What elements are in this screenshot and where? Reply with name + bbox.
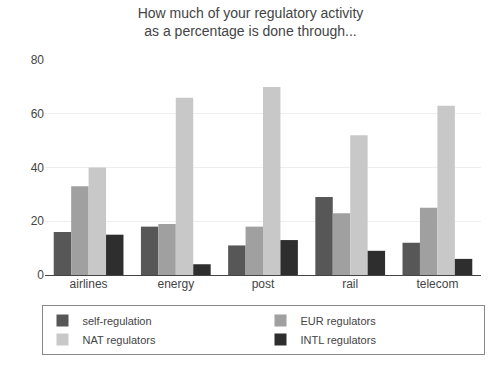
- svg-text:NAT regulators: NAT regulators: [83, 334, 156, 346]
- svg-text:self-regulation: self-regulation: [83, 315, 152, 327]
- svg-text:INTL regulators: INTL regulators: [301, 334, 377, 346]
- svg-text:EUR regulators: EUR regulators: [301, 315, 377, 327]
- svg-text:airlines: airlines: [70, 277, 108, 291]
- svg-text:0: 0: [37, 268, 44, 282]
- svg-text:post: post: [252, 277, 275, 291]
- svg-text:80: 80: [31, 53, 45, 67]
- svg-text:How much of your regulatory ac: How much of your regulatory activityas a…: [138, 5, 364, 39]
- svg-text:20: 20: [31, 214, 45, 228]
- svg-text:telecom: telecom: [416, 277, 458, 291]
- svg-text:60: 60: [31, 107, 45, 121]
- svg-text:rail: rail: [342, 277, 358, 291]
- svg-text:energy: energy: [157, 277, 194, 291]
- svg-text:40: 40: [31, 161, 45, 175]
